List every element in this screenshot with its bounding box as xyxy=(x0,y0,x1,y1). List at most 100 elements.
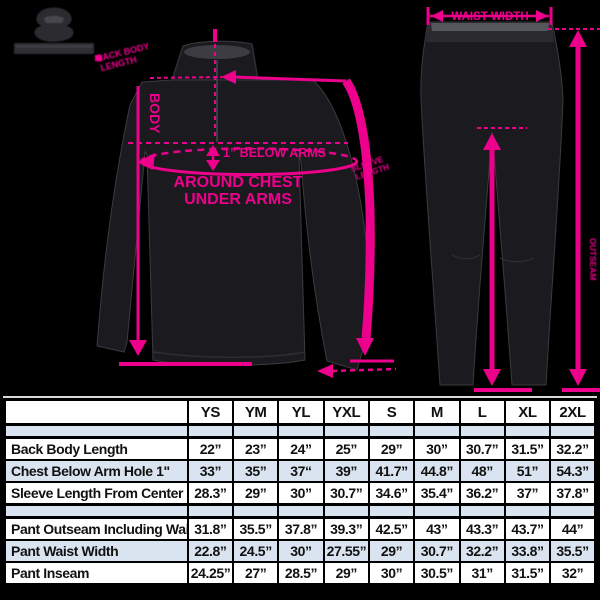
below-arms-label: 1” BELOW ARMS xyxy=(223,146,326,160)
table-cell: 43.3” xyxy=(458,516,506,541)
table-cell: 27.55” xyxy=(322,539,370,563)
table-cell: 30.7” xyxy=(413,539,461,563)
waistband-inner xyxy=(431,23,549,31)
table-cell: 30.5” xyxy=(413,561,461,586)
cuff-arrow-dashed-line xyxy=(331,367,397,373)
body-length-arrowhead xyxy=(129,340,147,356)
around-chest-label-line1: AROUND CHEST xyxy=(174,174,303,191)
row-label: Sleeve Length From Center Back xyxy=(3,481,189,506)
row-label: Chest Below Arm Hole 1" xyxy=(3,459,189,483)
below-arms-arrowhead-down xyxy=(206,160,220,171)
table-cell: 30.7” xyxy=(322,481,370,506)
table-cell: 29” xyxy=(232,481,280,506)
spacer-cell xyxy=(458,503,506,519)
table-cell: 22” xyxy=(186,436,235,461)
table-cell: 24.5” xyxy=(232,539,280,563)
column-header: YM xyxy=(232,398,280,426)
outseam-label: OUTSEAM xyxy=(588,238,598,281)
table-cell: 39” xyxy=(322,459,370,483)
sleeve-measure-band xyxy=(342,78,375,339)
table-cell: 30” xyxy=(277,481,325,506)
table-cell: 42.5” xyxy=(367,516,416,541)
spacer-cell xyxy=(367,503,416,519)
table-cell: 41.7” xyxy=(367,459,416,483)
spacer-cell xyxy=(367,423,416,439)
table-cell: 30.7” xyxy=(458,436,506,461)
table-cell: 51” xyxy=(503,459,552,483)
table-cell: 28.3” xyxy=(186,481,235,506)
table-cell: 31.5” xyxy=(503,561,552,586)
spacer-cell xyxy=(186,503,235,519)
mascot-logo-icon xyxy=(34,7,74,42)
size-table: YS YM YL YXL S M L XL 2XL Back Body Length 22” 23”… xyxy=(3,398,597,586)
table-row: Pant Waist Width 22.8” 24.5” 30” 27.55” 29” 30… xyxy=(3,539,597,563)
cuff-arrowhead xyxy=(317,364,333,378)
inseam-arrowhead-up xyxy=(483,133,501,150)
waist-width-label: WAIST WIDTH xyxy=(451,11,528,23)
outseam-arrowhead-up xyxy=(569,30,587,47)
column-header: YXL xyxy=(322,398,370,426)
chest-ellipse-arrowhead xyxy=(137,153,155,170)
table-row: Chest Below Arm Hole 1" 33” 35” 37“ 39” 41.7”… xyxy=(3,459,597,483)
spacer-cell xyxy=(458,423,506,439)
spacer-cell xyxy=(322,423,370,439)
spacer-row xyxy=(3,423,597,439)
mascot-logo-icon-detail xyxy=(44,15,64,23)
table-cell: 37.8” xyxy=(549,481,597,506)
table-cell: 36.2” xyxy=(458,481,506,506)
spacer-cell xyxy=(549,423,597,439)
shoulder-pointer-dashed-line xyxy=(149,76,223,79)
table-cell: 43” xyxy=(413,516,461,541)
table-cell: 37“ xyxy=(277,459,325,483)
collar-inner xyxy=(184,45,250,59)
column-header: 2XL xyxy=(549,398,597,426)
row-label: Pant Inseam xyxy=(3,561,189,586)
table-cell: 29” xyxy=(322,561,370,586)
table-cell: 39.3” xyxy=(322,516,370,541)
brand-accent-dot xyxy=(95,55,102,61)
table-cell: 31.5” xyxy=(503,436,552,461)
table-cell: 32.2” xyxy=(549,436,597,461)
spacer-cell xyxy=(232,423,280,439)
knee-seam-left xyxy=(451,254,481,260)
waist-arrowhead-right xyxy=(536,10,548,22)
table-cell: 31” xyxy=(458,561,506,586)
column-header: M xyxy=(413,398,461,426)
waist-arrowhead-left xyxy=(431,10,443,22)
spacer-cell xyxy=(413,423,461,439)
spacer-cell xyxy=(3,423,189,439)
table-row: Pant Outseam Including Waist 31.8” 35.5” 37… xyxy=(3,516,597,541)
table-cell: 31.8” xyxy=(186,516,235,541)
sleeve-band-arrowhead xyxy=(356,338,374,356)
spacer-cell xyxy=(413,503,461,519)
sleeve-start-line xyxy=(231,75,347,83)
row-label: Pant Outseam Including Waist xyxy=(3,516,189,541)
column-header-blank xyxy=(3,398,189,426)
spacer-cell xyxy=(277,503,325,519)
table-cell: 44” xyxy=(549,516,597,541)
table-cell: 35.5” xyxy=(549,539,597,563)
column-header: YS xyxy=(186,398,235,426)
table-cell: 32” xyxy=(549,561,597,586)
table-row: Sleeve Length From Center Back28.3”29”30… xyxy=(3,481,597,506)
garment-diagram: BODY 1” BELOW ARMS AROUND CHEST UNDER AR… xyxy=(14,7,600,392)
table-cell: 33” xyxy=(186,459,235,483)
table-cell: 44.8” xyxy=(413,459,461,483)
table-cell: 30” xyxy=(413,436,461,461)
column-header: XL xyxy=(503,398,552,426)
table-cell: 22.8” xyxy=(186,539,235,563)
spacer-row xyxy=(3,503,597,519)
pants-silhouette xyxy=(420,21,564,386)
sleeve-start-arrowhead xyxy=(221,70,236,84)
spacer-cell xyxy=(277,423,325,439)
column-header: YL xyxy=(277,398,325,426)
spacer-cell xyxy=(322,503,370,519)
row-label: Back Body Length xyxy=(3,436,189,461)
spacer-cell xyxy=(503,423,552,439)
table-cell: 43.7” xyxy=(503,516,552,541)
table-cell: 25” xyxy=(322,436,370,461)
table-header-row: YS YM YL YXL S M L XL 2XL xyxy=(3,398,597,426)
below-arms-arrowhead-up xyxy=(206,145,220,156)
outseam-arrowhead-down xyxy=(569,369,587,386)
brand-wordmark xyxy=(14,43,94,54)
